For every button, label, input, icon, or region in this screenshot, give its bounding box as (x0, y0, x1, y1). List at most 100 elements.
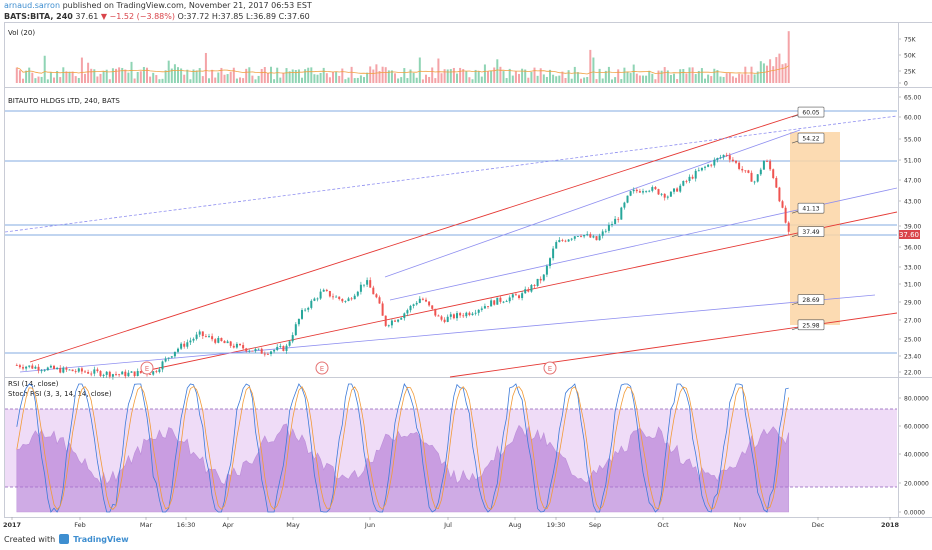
volume-bar (285, 68, 288, 83)
candle-body (766, 160, 769, 162)
candle-body (623, 202, 626, 208)
candle-body (99, 371, 102, 376)
candle-body (80, 368, 83, 372)
candle-body (304, 309, 307, 311)
volume-bar (685, 73, 688, 83)
candle-body (248, 350, 251, 352)
volume-bar (363, 77, 366, 83)
candle-body (170, 356, 173, 358)
candle-body (567, 239, 570, 242)
author-link[interactable]: arnaud.sarron (4, 1, 61, 10)
callout-leader (791, 140, 799, 144)
candle-body (508, 297, 511, 302)
volume-bar (648, 70, 651, 83)
volume-bar (719, 76, 722, 83)
volume-bar (660, 70, 663, 83)
axis-tick-label: 0.0000 (904, 510, 925, 517)
candle-body (496, 297, 499, 305)
candle-body (328, 291, 331, 297)
candle-body (301, 310, 304, 319)
callout-leader (791, 302, 799, 305)
candle-body (564, 240, 567, 242)
volume-bar (539, 68, 542, 83)
candle-body (440, 316, 443, 320)
volume-bar (443, 69, 446, 83)
axis-tick-label: 20.0000 (904, 481, 929, 488)
volume-bar (638, 75, 641, 83)
volume-bar (784, 63, 787, 83)
candle-body (387, 325, 390, 327)
volume-bar (456, 73, 459, 83)
candle-body (189, 340, 192, 343)
candle-body (549, 258, 552, 266)
volume-bar (449, 69, 452, 83)
candle-body (514, 294, 517, 296)
candle-body (530, 285, 533, 292)
candle-body (595, 236, 598, 241)
candle-body (604, 230, 607, 232)
volume-bar (130, 61, 133, 83)
candle-body (434, 308, 437, 316)
callout-leader (791, 234, 799, 237)
candle-body (781, 201, 784, 208)
tradingview-brand[interactable]: TradingView (73, 534, 129, 544)
candle-body (260, 348, 263, 354)
candle-body (384, 315, 387, 326)
volume-bar (22, 78, 25, 83)
volume-bar (635, 73, 638, 83)
volume-bar (772, 66, 775, 83)
volume-bar (679, 69, 682, 83)
candle-body (744, 170, 747, 172)
volume-bar (201, 76, 204, 83)
candle-body (459, 313, 462, 316)
price-axis-ticks: 75K 50K 25K 0 65.00 60.00 55.00 51.00 47.00 43.00… (898, 37, 929, 517)
candle-body (728, 155, 731, 160)
volume-bar (592, 57, 595, 83)
candle-body (276, 346, 279, 350)
candle-body (415, 302, 418, 305)
volume-bar (762, 63, 765, 83)
candle-body (288, 341, 291, 346)
candle-body (25, 366, 28, 369)
candle-body (96, 369, 99, 372)
earnings-label-may: E (320, 365, 324, 373)
volume-bar (412, 72, 415, 83)
volume-bar (586, 76, 589, 83)
candle-body (443, 319, 446, 322)
volume-bar (80, 57, 83, 83)
candle-body (350, 298, 353, 300)
candle-body (279, 346, 282, 347)
candle-body (471, 313, 474, 316)
candle-body (694, 170, 697, 179)
candle-body (239, 343, 242, 346)
candle-body (425, 299, 428, 302)
candle-body (245, 348, 248, 352)
symbol[interactable]: BATS:BITA, 240 (4, 12, 73, 21)
volume-bar (673, 73, 676, 83)
volume-bar (617, 69, 620, 83)
volume-bar (74, 76, 77, 83)
candle-body (539, 278, 542, 281)
volume-bar (555, 76, 558, 83)
candle-body (74, 371, 77, 372)
candle-body (341, 299, 344, 302)
volume-bar (731, 76, 734, 83)
volume-bar (487, 71, 490, 83)
callout-label: 54.22 (802, 136, 819, 143)
candle-body (31, 365, 34, 369)
candle-body (149, 374, 152, 375)
volume-bar (483, 64, 486, 83)
candle-body (784, 207, 787, 223)
candle-body (335, 296, 338, 298)
volume-bar (741, 74, 744, 83)
volume-bar (654, 79, 657, 83)
candle-body (660, 193, 663, 195)
volume-bar (68, 71, 71, 83)
candle-body (167, 357, 170, 359)
price-scale[interactable] (898, 22, 932, 517)
candle-body (28, 365, 31, 367)
candle-body (266, 353, 269, 355)
time-tick-label: Feb (74, 521, 86, 529)
volume-bar (279, 77, 282, 83)
